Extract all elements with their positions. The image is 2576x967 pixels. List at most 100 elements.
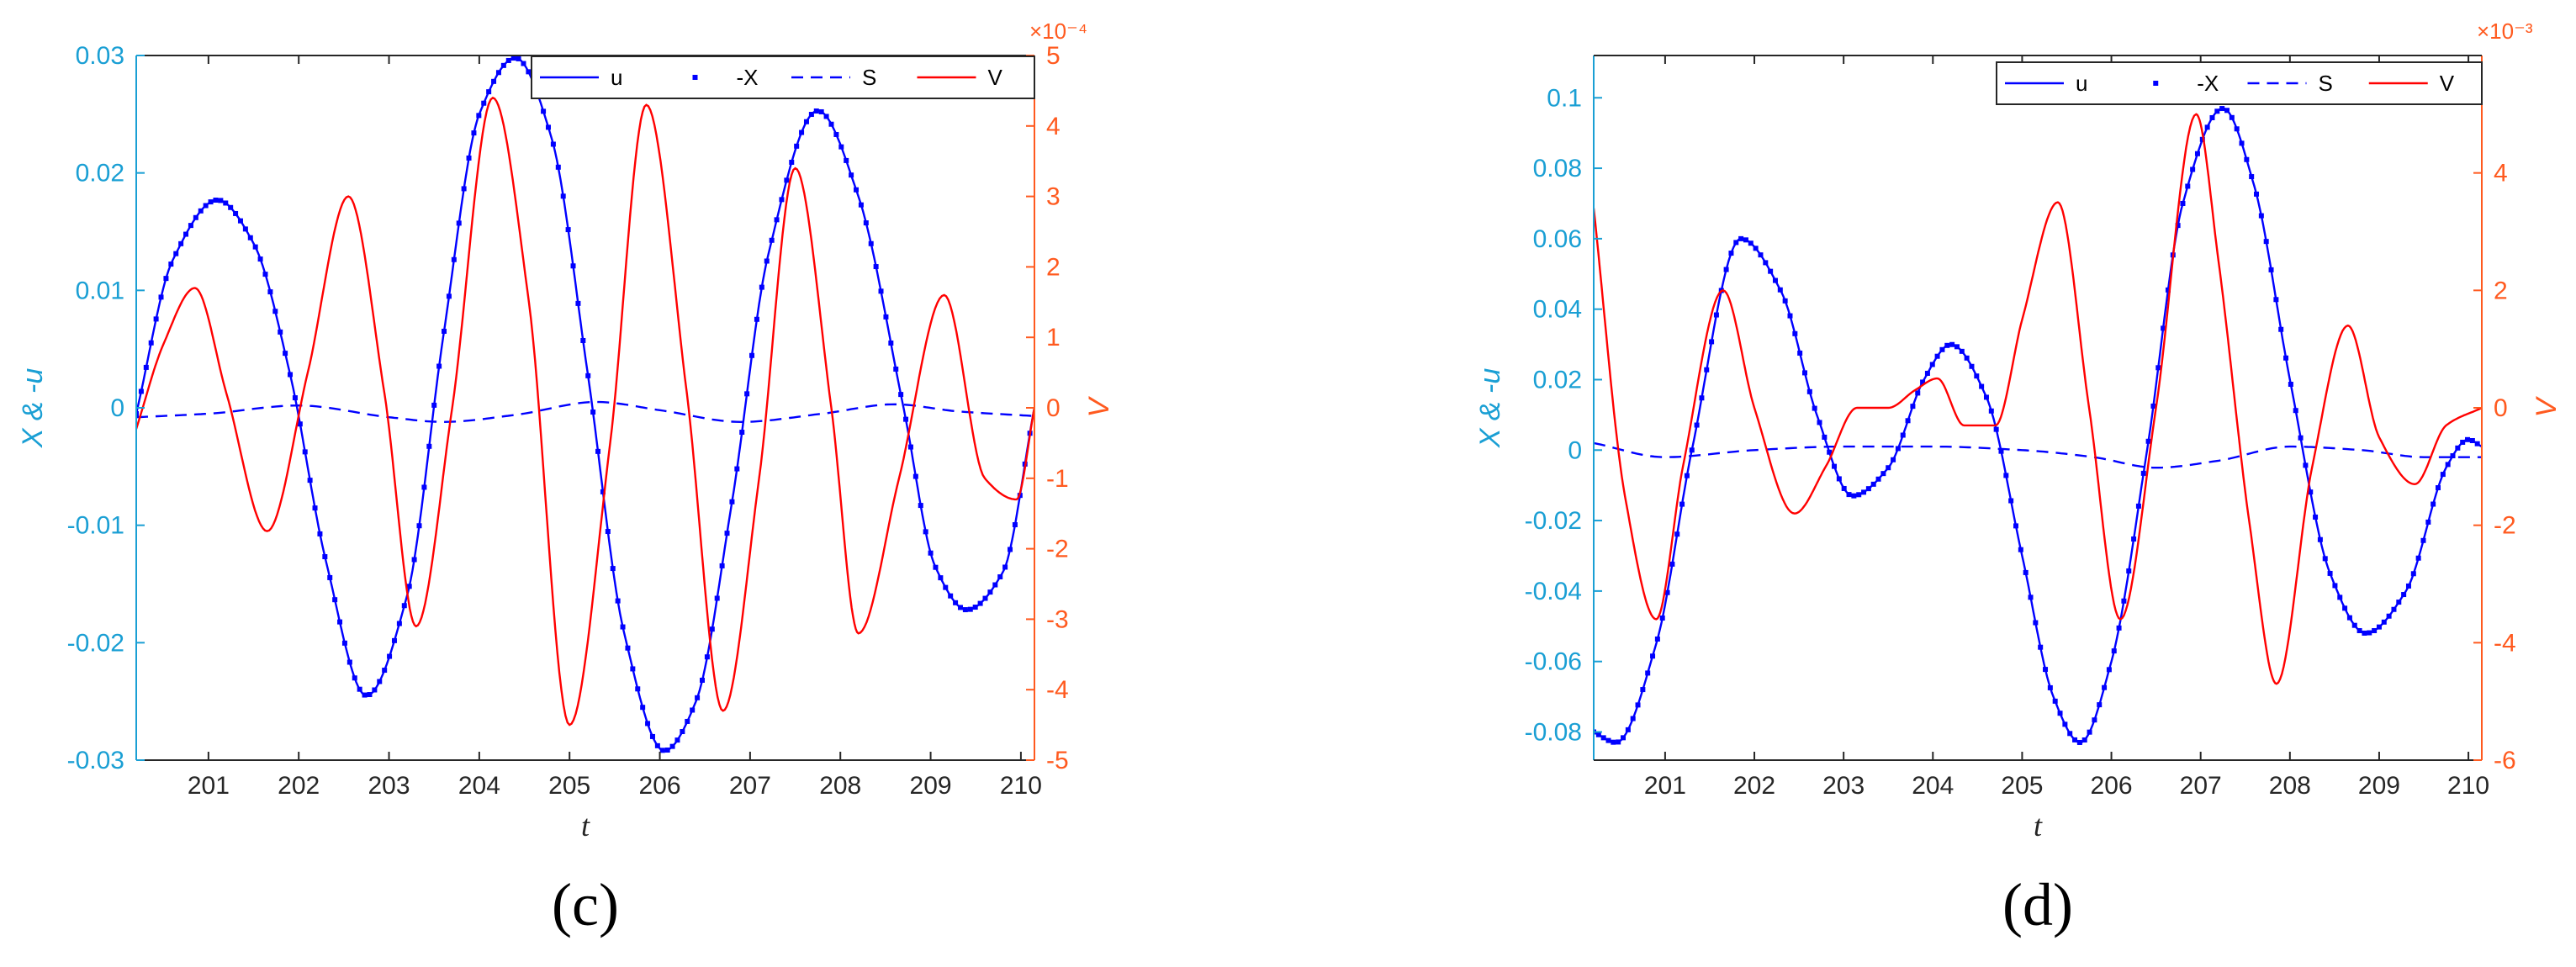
- legend-label: V: [2440, 71, 2455, 96]
- data-point: [2249, 174, 2255, 180]
- data-point: [2356, 627, 2362, 633]
- data-point: [948, 593, 954, 599]
- data-point: [2239, 140, 2245, 146]
- data-point: [2317, 536, 2323, 542]
- data-point: [237, 218, 243, 224]
- x-tick-label: 203: [368, 772, 410, 800]
- data-point: [1949, 341, 1955, 347]
- data-point: [799, 129, 805, 135]
- data-point: [2023, 569, 2029, 575]
- data-point: [2465, 436, 2471, 442]
- series-dots-neg-x: [1594, 106, 2480, 745]
- data-point: [764, 258, 770, 264]
- data-point: [2372, 627, 2378, 633]
- data-point: [466, 155, 472, 161]
- data-point: [2381, 619, 2387, 625]
- data-point: [1630, 716, 1636, 721]
- y-tick-label-left: 0.02: [76, 160, 124, 188]
- y-tick-label-left: 0.03: [76, 42, 124, 70]
- data-point: [322, 554, 328, 560]
- data-point: [442, 328, 447, 334]
- data-point: [2175, 223, 2181, 229]
- data-point: [391, 637, 397, 643]
- data-point: [436, 363, 442, 369]
- data-point: [1832, 463, 1838, 469]
- data-point: [854, 187, 860, 193]
- data-point: [838, 144, 844, 150]
- data-point: [1817, 420, 1822, 425]
- y-tick-label-right: -3: [1046, 605, 1069, 633]
- x-tick-label: 205: [2001, 772, 2043, 800]
- data-point: [1895, 446, 1901, 452]
- y-tick-label-left: 0: [110, 394, 124, 422]
- data-point: [2332, 583, 2338, 589]
- data-point: [1939, 346, 1945, 352]
- data-point: [1841, 485, 1847, 491]
- data-point: [645, 721, 651, 727]
- x-tick-label: 204: [1912, 772, 1954, 800]
- data-point: [2165, 287, 2171, 293]
- data-point: [158, 294, 164, 300]
- data-point: [267, 289, 273, 295]
- y-tick-label-right: 5: [1046, 42, 1061, 70]
- data-point: [302, 449, 308, 455]
- data-point: [605, 529, 611, 535]
- data-point: [2308, 489, 2314, 495]
- data-point: [774, 217, 780, 223]
- data-point: [401, 603, 407, 609]
- data-point: [1772, 277, 1778, 283]
- data-point: [680, 729, 685, 735]
- data-point: [700, 677, 706, 683]
- data-point: [317, 531, 323, 536]
- data-point: [2150, 403, 2156, 409]
- y-tick-label-right: 4: [1046, 113, 1061, 140]
- data-point: [332, 597, 338, 603]
- data-point: [1782, 298, 1788, 304]
- data-point: [421, 484, 427, 490]
- data-point: [2342, 605, 2348, 611]
- plot-area: [136, 55, 1034, 760]
- data-point: [654, 742, 660, 748]
- y-tick-label-right: -4: [2494, 629, 2516, 657]
- data-point: [1012, 522, 1018, 528]
- data-point: [377, 679, 383, 684]
- data-point: [878, 288, 884, 294]
- data-point: [724, 531, 730, 536]
- data-point: [2180, 200, 2186, 206]
- data-point: [2199, 136, 2205, 142]
- data-point: [1723, 267, 1729, 272]
- data-point: [2121, 598, 2127, 604]
- data-point: [213, 198, 219, 203]
- data-point: [208, 199, 214, 205]
- data-point: [923, 529, 928, 535]
- y-tick-label-left: 0.06: [1533, 225, 1582, 253]
- series-group: [136, 55, 1034, 753]
- data-point: [1645, 670, 1651, 676]
- y-tick-label-right: -2: [1046, 536, 1069, 563]
- data-point: [426, 443, 432, 449]
- data-point: [228, 204, 234, 210]
- data-point: [2145, 438, 2151, 444]
- data-point: [2214, 108, 2220, 114]
- data-point: [635, 686, 641, 692]
- data-point: [1806, 388, 1812, 394]
- legend-label: -X: [2197, 71, 2219, 96]
- data-point: [327, 574, 333, 580]
- x-tick-label: 205: [548, 772, 590, 800]
- data-point: [1621, 735, 1627, 741]
- data-point: [2420, 537, 2426, 543]
- data-point: [1605, 737, 1611, 743]
- data-point: [779, 197, 785, 203]
- data-point: [1905, 418, 1911, 424]
- y-tick-label-right: 4: [2494, 160, 2508, 188]
- data-point: [362, 692, 368, 698]
- data-point: [590, 410, 596, 415]
- data-point: [367, 692, 373, 698]
- y-tick-label-left: -0.02: [1525, 507, 1582, 535]
- data-point: [283, 351, 288, 357]
- data-point: [898, 392, 904, 398]
- data-point: [168, 262, 174, 267]
- legend: u -X S V: [1996, 61, 2483, 105]
- legend-label: S: [862, 65, 876, 90]
- data-point: [982, 595, 988, 601]
